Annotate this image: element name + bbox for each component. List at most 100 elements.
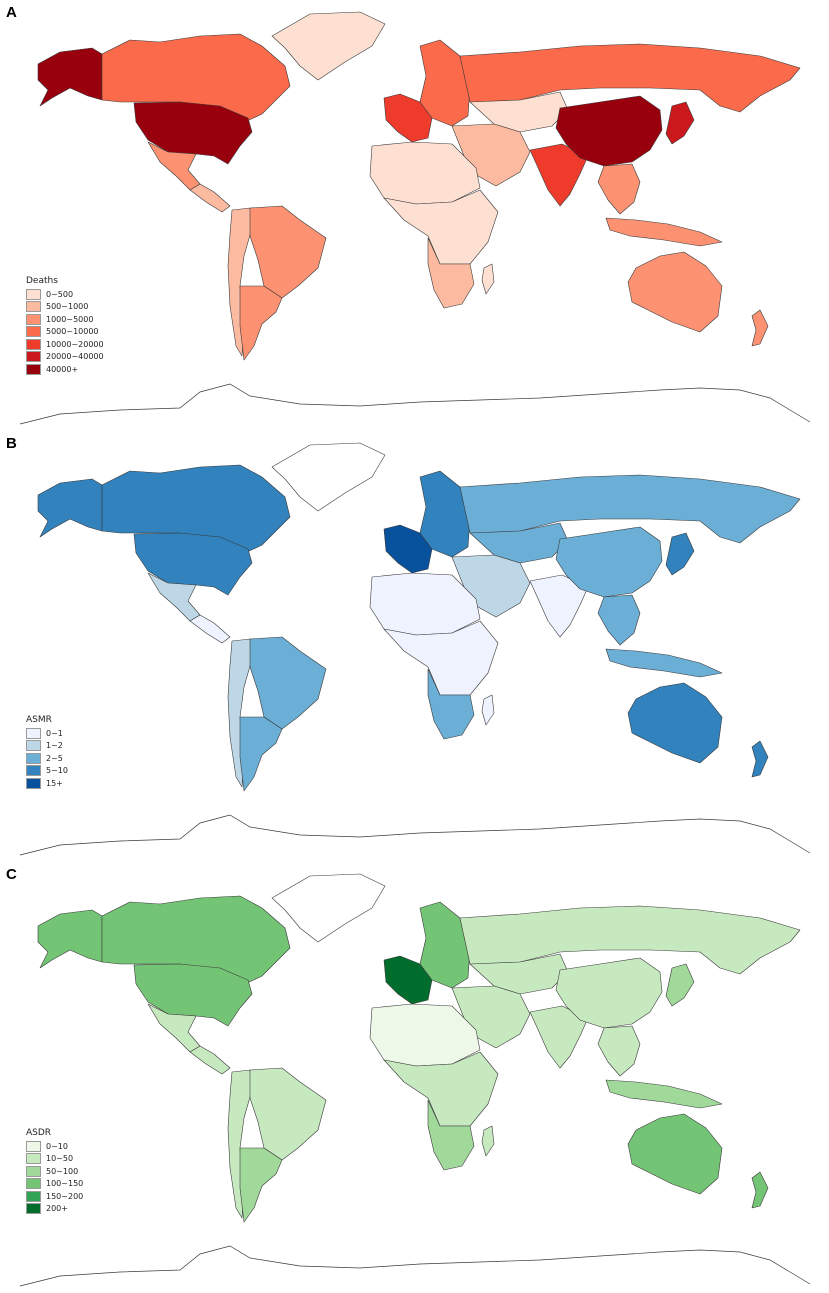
region-southeast-asia — [597, 1025, 641, 1077]
world-map-a — [19, 11, 811, 425]
legend-asdr: ASDR 0~10 10~50 50~100 100~150 150~200 2… — [26, 1128, 83, 1215]
legend-item: 20000~40000 — [26, 351, 104, 364]
panel-label: C — [6, 866, 17, 883]
region-china — [555, 526, 663, 598]
region-eastern-europe — [419, 39, 471, 127]
legend-item: 150~200 — [26, 1190, 83, 1203]
legend-label: 5~10 — [46, 766, 68, 776]
legend-label: 15+ — [46, 778, 63, 788]
legend-item: 50~100 — [26, 1165, 83, 1178]
legend-item: 0~10 — [26, 1140, 83, 1153]
legend-label: 40000+ — [46, 364, 79, 374]
region-north-africa — [369, 141, 481, 205]
legend-item: 2~5 — [26, 752, 68, 765]
region-central-africa — [383, 1051, 499, 1127]
panel-label: A — [6, 4, 17, 21]
country-regions — [19, 11, 811, 425]
region-japan — [665, 532, 695, 576]
map-panel-a: A Deaths 0~500 500~1000 1000~5000 5000~1… — [0, 0, 829, 431]
legend-item: 5~10 — [26, 765, 68, 778]
region-new-zealand — [751, 1171, 769, 1209]
legend-item: 1000~5000 — [26, 313, 104, 326]
region-japan — [665, 101, 695, 145]
legend-title: Deaths — [26, 276, 58, 286]
region-australia — [627, 1113, 723, 1195]
legend-item: 200+ — [26, 1203, 83, 1216]
region-central-america — [189, 1045, 231, 1075]
region-indonesia — [605, 1079, 723, 1109]
region-north-africa — [369, 1003, 481, 1067]
legend-item: 10~50 — [26, 1153, 83, 1166]
region-brazil — [249, 636, 327, 730]
region-china — [555, 957, 663, 1029]
country-regions — [19, 442, 811, 856]
legend-swatch — [26, 1153, 41, 1165]
region-new-zealand — [751, 740, 769, 778]
region-brazil — [249, 1067, 327, 1161]
legend-item: 10000~20000 — [26, 338, 104, 351]
region-southeast-asia — [597, 163, 641, 215]
legend-swatch — [26, 1203, 41, 1215]
map-panel-c: C ASDR 0~10 10~50 50~100 100~150 150~200… — [0, 862, 829, 1293]
region-usa — [133, 101, 253, 165]
legend-item: 1~2 — [26, 740, 68, 753]
region-indonesia — [605, 217, 723, 247]
legend-label: 500~1000 — [46, 302, 89, 312]
legend-label: 0~500 — [46, 289, 74, 299]
legend-swatch — [26, 326, 41, 338]
region-madagascar — [481, 694, 495, 726]
region-canada — [101, 464, 291, 554]
region-north-africa — [369, 572, 481, 636]
region-eastern-europe — [419, 470, 471, 558]
legend-swatch — [26, 313, 41, 325]
legend-item: 40000+ — [26, 363, 104, 376]
region-australia — [627, 682, 723, 764]
world-map-c — [19, 873, 811, 1287]
legend-swatch — [26, 727, 41, 739]
legend-swatch — [26, 1178, 41, 1190]
world-map-b — [19, 442, 811, 856]
legend-label: 100~150 — [46, 1179, 84, 1189]
region-alaska — [37, 909, 103, 969]
region-southern-cone — [239, 716, 283, 792]
legend-label: 10~50 — [46, 1154, 74, 1164]
region-antarctica — [19, 1245, 811, 1287]
region-greenland — [271, 11, 386, 81]
legend-swatch — [26, 288, 41, 300]
legend-item: 0~500 — [26, 288, 104, 301]
region-southern-cone — [239, 1147, 283, 1223]
region-central-america — [189, 614, 231, 644]
region-greenland — [271, 873, 386, 943]
region-canada — [101, 33, 291, 123]
legend-item: 5000~10000 — [26, 326, 104, 339]
legend-label: 200+ — [46, 1204, 68, 1214]
legend-item: 0~1 — [26, 727, 68, 740]
legend-swatch — [26, 765, 41, 777]
region-usa — [133, 532, 253, 596]
legend-label: 0~1 — [46, 728, 63, 738]
region-madagascar — [481, 1125, 495, 1157]
legend-label: 150~200 — [46, 1191, 84, 1201]
legend-swatch — [26, 752, 41, 764]
legend-title: ASDR — [26, 1128, 52, 1138]
legend-swatch — [26, 740, 41, 752]
legend-item: 100~150 — [26, 1178, 83, 1191]
panel-label: B — [6, 435, 17, 452]
region-antarctica — [19, 814, 811, 856]
region-china — [555, 95, 663, 167]
legend-swatch — [26, 1165, 41, 1177]
region-southeast-asia — [597, 594, 641, 646]
region-southern-africa — [427, 237, 475, 309]
region-australia — [627, 251, 723, 333]
region-alaska — [37, 478, 103, 538]
region-canada — [101, 895, 291, 985]
legend-label: 10000~20000 — [46, 339, 104, 349]
legend-label: 5000~10000 — [46, 327, 99, 337]
legend-label: 20000~40000 — [46, 352, 104, 362]
legend-swatch — [26, 301, 41, 313]
legend-swatch — [26, 777, 41, 789]
region-central-africa — [383, 189, 499, 265]
region-southern-africa — [427, 668, 475, 740]
legend-label: 1~2 — [46, 741, 63, 751]
region-southern-africa — [427, 1099, 475, 1171]
